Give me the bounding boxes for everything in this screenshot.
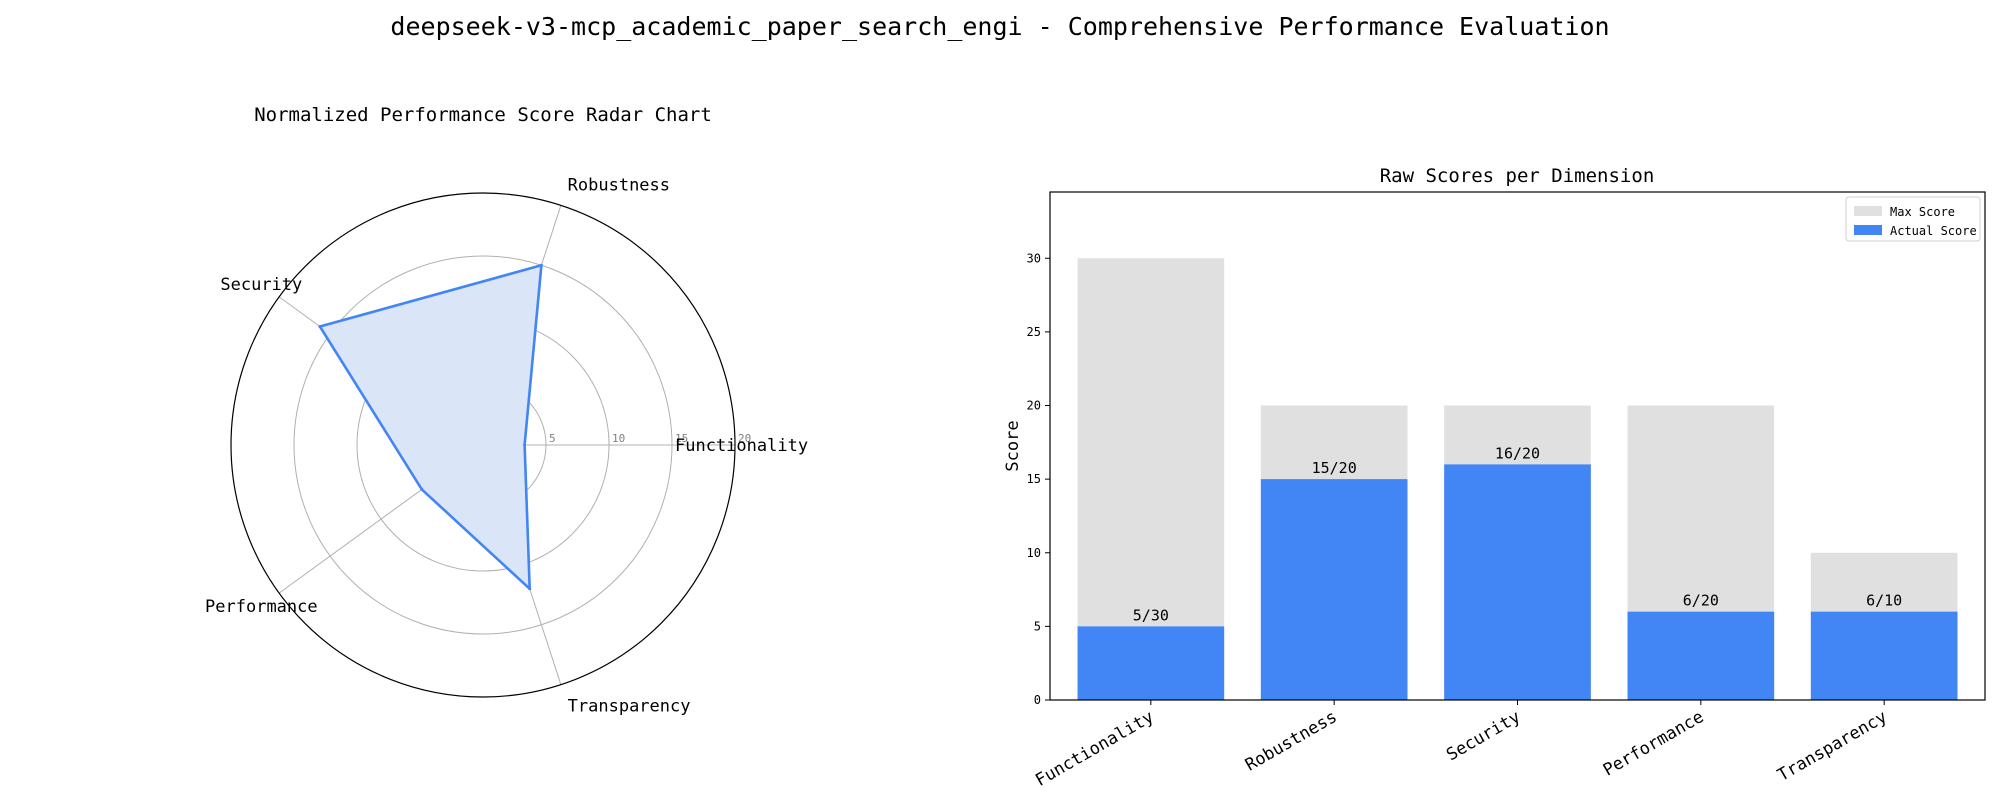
value-label-transparency: 6/10 xyxy=(1866,592,1902,610)
actual-score-bar-transparency xyxy=(1810,611,1958,700)
legend-actual-score-label: Actual Score xyxy=(1890,224,1977,238)
value-label-security: 16/20 xyxy=(1495,444,1540,462)
radar-point-performance xyxy=(420,487,424,491)
radar-chart: Normalized Performance Score Radar Chart… xyxy=(205,104,808,717)
radar-labels: Functionality Robustness Security Performan… xyxy=(205,175,808,716)
radar-tick-label: 15 xyxy=(675,432,688,445)
radar-tick-label: 20 xyxy=(738,432,751,445)
radar-axis-label-robustness: Robustness xyxy=(568,175,670,195)
value-label-functionality: 5/30 xyxy=(1133,606,1169,624)
x-tick-label-functionality: Functionality xyxy=(1032,707,1157,791)
value-label-robustness: 15/20 xyxy=(1312,459,1357,477)
y-tick-label: 15 xyxy=(1027,472,1041,486)
radar-axis-label-transparency: Transparency xyxy=(568,697,691,717)
bar-legend: Max Score Actual Score xyxy=(1845,196,1981,242)
radar-axis-label-performance: Performance xyxy=(205,597,318,617)
y-tick-label: 5 xyxy=(1034,619,1041,633)
y-tick-label: 20 xyxy=(1027,399,1041,413)
radar-point-transparency xyxy=(528,587,532,591)
actual-score-bar-security xyxy=(1444,464,1591,700)
bar-chart: Raw Scores per Dimension 5/30 15/20 16/20 6… xyxy=(1003,165,1986,791)
legend-actual-score-swatch xyxy=(1854,225,1882,235)
radar-axis-label-functionality: Functionality xyxy=(675,436,808,456)
y-tick-label: 0 xyxy=(1034,693,1041,707)
x-tick-label-performance: Performance xyxy=(1600,707,1708,781)
value-label-performance: 6/20 xyxy=(1683,592,1719,610)
figure-title: deepseek-v3-mcp_academic_paper_search_en… xyxy=(390,12,1609,41)
radar-data xyxy=(318,263,543,591)
radar-point-robustness xyxy=(539,263,543,267)
radar-outer-frame xyxy=(230,192,736,698)
actual-score-bar-robustness xyxy=(1260,479,1408,700)
y-axis-label: Score xyxy=(1003,420,1023,471)
radar-series-fill xyxy=(319,265,542,589)
radar-axis-label-security: Security xyxy=(220,275,302,295)
bar-chart-title: Raw Scores per Dimension xyxy=(1380,165,1655,187)
y-tick-label: 25 xyxy=(1027,325,1041,339)
y-tick-label: 30 xyxy=(1027,251,1041,265)
x-tick-label-robustness: Robustness xyxy=(1242,707,1341,776)
legend-max-score-label: Max Score xyxy=(1890,205,1955,219)
legend-max-score-swatch xyxy=(1854,206,1882,216)
radar-tick-label: 10 xyxy=(612,432,625,445)
y-tick-label: 10 xyxy=(1027,546,1041,560)
radar-chart-title: Normalized Performance Score Radar Chart xyxy=(254,104,712,126)
radar-point-security xyxy=(318,325,322,329)
bar-bars: 5/30 15/20 16/20 6/20 6/10 xyxy=(1077,258,1958,700)
radar-tick-label: 5 xyxy=(549,432,556,445)
x-tick-label-security: Security xyxy=(1443,707,1524,765)
radar-point-functionality xyxy=(523,443,527,447)
actual-score-bar-performance xyxy=(1627,611,1775,700)
x-tick-label-transparency: Transparency xyxy=(1774,707,1890,786)
radar-series-line xyxy=(318,263,543,591)
actual-score-bar-functionality xyxy=(1077,626,1225,700)
